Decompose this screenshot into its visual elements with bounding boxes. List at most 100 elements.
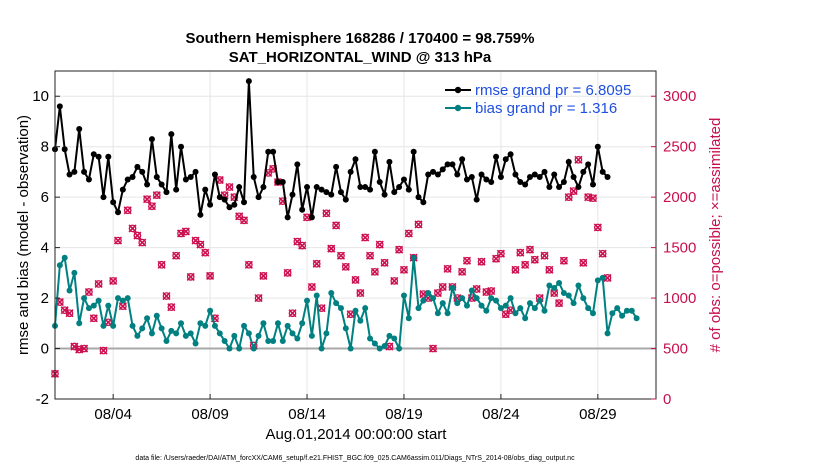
obs-assimilated-marker [399, 265, 409, 274]
obs-x-stroke [458, 267, 467, 276]
obs-assimilated-marker [162, 291, 171, 301]
rmse-point [134, 163, 141, 170]
obs-assimilated-marker [361, 233, 370, 242]
y-tick-label: 4 [41, 240, 49, 257]
rmse-point [119, 186, 126, 193]
obs-possible-marker [80, 344, 88, 353]
obs-assimilated-marker [172, 251, 181, 260]
bias-point [129, 322, 136, 329]
x-tick-label: 08/29 [579, 406, 617, 423]
obs-assimilated-marker [433, 288, 442, 298]
bias-point [371, 340, 378, 347]
bias-point [163, 337, 170, 344]
obs-possible-marker [157, 260, 166, 269]
rmse-point [294, 161, 301, 168]
bias-point [570, 300, 577, 307]
bias-point [100, 322, 107, 329]
plot-area [55, 71, 656, 399]
bias-point [396, 345, 403, 352]
obs-possible-marker [123, 206, 132, 215]
obs-possible-marker [380, 258, 389, 267]
obs-x-stroke [123, 206, 132, 215]
obs-assimilated-marker [302, 213, 312, 222]
obs-x-stroke [404, 229, 413, 238]
obs-assimilated-marker [380, 258, 389, 267]
obs-assimilated-marker [118, 302, 127, 311]
y2-tick-label: 0 [663, 391, 671, 408]
obs-assimilated-marker [317, 304, 326, 313]
obs-possible-marker [89, 314, 98, 323]
obs-possible-marker [371, 267, 379, 276]
obs-assimilated-marker [375, 240, 384, 249]
obs-x-stroke [550, 288, 559, 298]
y-tick-label: 2 [41, 290, 49, 307]
obs-assimilated-marker [123, 206, 132, 215]
obs-x-stroke [540, 251, 549, 260]
bias-point [274, 320, 281, 327]
rmse-point [560, 179, 567, 186]
rmse-point [405, 186, 412, 193]
bias-point [522, 315, 529, 322]
rmse-point [589, 181, 596, 188]
obs-possible-marker [114, 236, 122, 245]
obs-possible-marker [390, 277, 399, 285]
obs-possible-marker [555, 299, 563, 307]
obs-assimilated-marker [443, 264, 452, 273]
rmse-point [211, 171, 218, 178]
bias-point [575, 282, 582, 289]
obs-assimilated-marker [516, 248, 525, 257]
bias-point [221, 337, 228, 344]
rmse-point [274, 179, 281, 186]
obs-possible-marker [487, 287, 496, 295]
rmse-point [371, 148, 378, 155]
rmse-point [115, 209, 122, 216]
bias-point [187, 330, 194, 337]
rmse-point [434, 171, 441, 178]
x-tick-label: 08/14 [288, 406, 326, 423]
obs-assimilated-marker [385, 342, 394, 351]
obs-possible-marker [521, 260, 529, 269]
obs-possible-marker [589, 194, 597, 203]
obs-x-stroke [370, 267, 379, 276]
obs-assimilated-marker [530, 255, 539, 264]
obs-possible-marker [332, 221, 340, 230]
obs-x-stroke [113, 236, 123, 245]
obs-x-stroke [235, 212, 244, 221]
bias-point [430, 295, 437, 302]
obs-x-stroke [157, 260, 166, 269]
y2-axis-label: # of obs: o=possible; ×=assimilated [707, 118, 724, 353]
obs-assimilated-marker [462, 256, 472, 265]
plot-frame [54, 70, 657, 400]
y2-tick-label: 1000 [663, 290, 696, 307]
obs-x-stroke [588, 194, 598, 203]
rmse-point [415, 194, 422, 201]
obs-x-stroke [385, 342, 394, 351]
obs-assimilated-marker [147, 202, 157, 211]
rmse-point [367, 186, 374, 193]
bias-point [115, 295, 122, 302]
rmse-point [202, 186, 209, 193]
obs-possible-marker [230, 193, 239, 202]
bias-point [226, 345, 233, 352]
obs-assimilated-marker [196, 240, 205, 249]
rmse-point [386, 158, 393, 165]
obs-assimilated-marker [559, 256, 568, 265]
rmse-point [381, 191, 388, 198]
rmse-point [260, 184, 267, 191]
obs-possible-marker [438, 283, 447, 291]
rmse-point [594, 143, 601, 150]
obs-assimilated-marker [525, 245, 535, 254]
rmse-point [444, 161, 451, 168]
rmse-point [531, 171, 538, 178]
obs-assimilated-marker [598, 249, 607, 258]
obs-x-stroke [70, 342, 79, 351]
rmse-point [599, 168, 606, 175]
obs-x-stroke [259, 271, 268, 280]
obs-possible-marker [366, 251, 374, 260]
obs-possible-marker [172, 251, 181, 260]
obs-x-stroke [196, 240, 205, 249]
rmse-point [463, 176, 470, 183]
obs-x-stroke [428, 344, 438, 353]
obs-assimilated-marker [370, 267, 379, 276]
y-axis-label: rmse and bias (model - observation) [15, 115, 32, 355]
